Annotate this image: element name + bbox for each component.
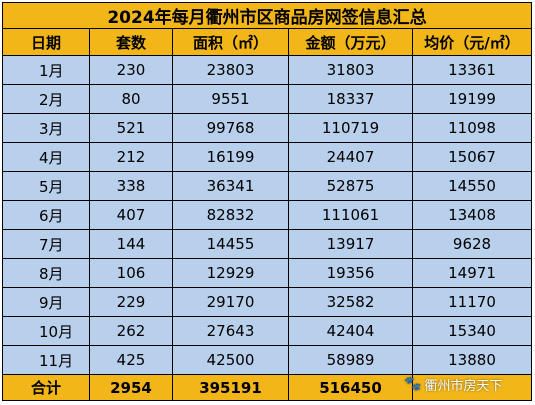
table-cell: 212 (89, 142, 173, 172)
table-cell: 31803 (288, 55, 413, 85)
table-cell: 13880 (411, 345, 533, 375)
total-cell: 395191 (172, 374, 289, 401)
table-cell: 42500 (172, 345, 289, 375)
table-row: 8月 106 12929 19356 14971 (2, 258, 533, 288)
table-cell: 18337 (288, 84, 413, 114)
table-cell: 9月 (2, 287, 90, 317)
watermark-text: 衢州市房天下 (424, 378, 503, 394)
total-row: 合计 2954 395191 516450 (2, 374, 533, 401)
table-row: 4月 212 16199 24407 15067 (2, 142, 533, 172)
table-cell: 13361 (411, 55, 533, 85)
table-cell: 338 (89, 171, 173, 201)
table-cell: 5月 (2, 171, 90, 201)
table-cell: 29170 (172, 287, 289, 317)
table-cell: 16199 (172, 142, 289, 172)
table-cell: 13408 (411, 200, 533, 230)
table-cell: 80 (89, 84, 173, 114)
table-cell: 144 (89, 229, 173, 259)
table-cell: 8月 (2, 258, 90, 288)
table-row: 10月 262 27643 42404 15340 (2, 316, 533, 346)
table-cell: 1月 (2, 55, 90, 85)
table-cell: 14971 (411, 258, 533, 288)
total-cell: 516450 (288, 374, 413, 401)
paw-icon: 🐾 (404, 376, 422, 392)
table-cell: 106 (89, 258, 173, 288)
table-row: 7月 144 14455 13917 9628 (2, 229, 533, 259)
table-cell: 19199 (411, 84, 533, 114)
table-cell: 58989 (288, 345, 413, 375)
table-cell: 15340 (411, 316, 533, 346)
table-cell: 42404 (288, 316, 413, 346)
total-cell: 2954 (89, 374, 173, 401)
column-header: 面积（㎡） (172, 28, 289, 56)
column-header: 均价（元/㎡） (411, 28, 533, 56)
table-body: 1月 230 23803 31803 13361 2月 80 9551 18337 19199 3月… (2, 55, 533, 375)
table-cell: 52875 (288, 171, 413, 201)
table-cell: 32582 (288, 287, 413, 317)
table-row: 5月 338 36341 52875 14550 (2, 171, 533, 201)
table-cell: 11170 (411, 287, 533, 317)
column-header: 日期 (2, 28, 90, 56)
table-cell: 24407 (288, 142, 413, 172)
table-cell: 425 (89, 345, 173, 375)
column-header: 金额（万元） (288, 28, 413, 56)
table-row: 1月 230 23803 31803 13361 (2, 55, 533, 85)
table-cell: 23803 (172, 55, 289, 85)
table-cell: 407 (89, 200, 173, 230)
table-cell: 262 (89, 316, 173, 346)
table-cell: 4月 (2, 142, 90, 172)
table-cell: 7月 (2, 229, 90, 259)
table-cell: 13917 (288, 229, 413, 259)
table-cell: 14455 (172, 229, 289, 259)
table-cell: 9551 (172, 84, 289, 114)
table-row: 9月 229 29170 32582 11170 (2, 287, 533, 317)
table-row: 3月 521 99768 110719 11098 (2, 113, 533, 143)
total-cell (411, 374, 533, 401)
header-row: 日期 套数 面积（㎡） 金额（万元） 均价（元/㎡） (2, 28, 533, 56)
table-cell: 229 (89, 287, 173, 317)
table-title: 2024年每月衢州市区商品房网签信息汇总 (1, 2, 533, 29)
table-cell: 12929 (172, 258, 289, 288)
total-cell: 合计 (2, 374, 90, 401)
table-cell: 11098 (411, 113, 533, 143)
table-cell: 11月 (2, 345, 90, 375)
table-row: 6月 407 82832 111061 13408 (2, 200, 533, 230)
table-cell: 36341 (172, 171, 289, 201)
watermark: 🐾 衢州市房天下 (404, 373, 502, 395)
table-cell: 230 (89, 55, 173, 85)
table-cell: 19356 (288, 258, 413, 288)
table-cell: 6月 (2, 200, 90, 230)
table-row: 2月 80 9551 18337 19199 (2, 84, 533, 114)
table-cell: 14550 (411, 171, 533, 201)
column-header: 套数 (89, 28, 173, 56)
table-row: 11月 425 42500 58989 13880 (2, 345, 533, 375)
table-cell: 2月 (2, 84, 90, 114)
table-cell: 3月 (2, 113, 90, 143)
sales-summary-table: 2024年每月衢州市区商品房网签信息汇总 日期 套数 面积（㎡） 金额（万元） 均价（元… (1, 2, 533, 401)
table-cell: 110719 (288, 113, 413, 143)
table-cell: 10月 (2, 316, 90, 346)
table-cell: 9628 (411, 229, 533, 259)
table-cell: 99768 (172, 113, 289, 143)
table-cell: 15067 (411, 142, 533, 172)
table-cell: 111061 (288, 200, 413, 230)
table-cell: 82832 (172, 200, 289, 230)
table-cell: 521 (89, 113, 173, 143)
table-cell: 27643 (172, 316, 289, 346)
